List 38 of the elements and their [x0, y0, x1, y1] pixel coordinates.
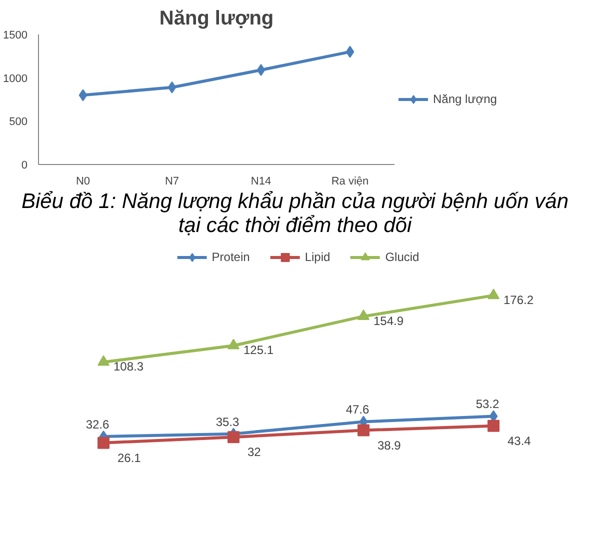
- data-label: 43.4: [508, 434, 532, 448]
- y-tick-label: 500: [9, 116, 28, 128]
- y-tick-label: 0: [21, 160, 28, 172]
- data-label: 176.2: [504, 293, 534, 308]
- x-tick-label: Ra viện: [331, 176, 369, 188]
- x-tick-label: N14: [250, 176, 272, 188]
- data-label: 32.6: [86, 418, 110, 432]
- legend-label: Protein: [212, 250, 250, 264]
- point: [168, 81, 176, 94]
- x-tick-label: N0: [76, 176, 90, 188]
- point: [98, 356, 110, 366]
- y-tick-label: 1500: [3, 30, 28, 42]
- data-label: 47.6: [346, 403, 370, 418]
- point: [488, 288, 500, 300]
- data-label: 53.2: [476, 398, 500, 412]
- data-label: 108.3: [114, 360, 144, 374]
- legend-label: Năng lượng: [433, 92, 497, 106]
- data-label: 38.9: [378, 438, 402, 453]
- y-tick-label: 1000: [3, 72, 28, 85]
- chart-title: Năng lượng: [159, 8, 274, 30]
- data-label: 125.1: [244, 343, 274, 358]
- point: [346, 46, 354, 58]
- data-label: 26.1: [118, 451, 142, 466]
- x-tick-label: N7: [164, 176, 180, 188]
- data-label: 35.3: [216, 415, 240, 430]
- point: [256, 64, 266, 76]
- point: [228, 431, 240, 444]
- point: [228, 339, 240, 350]
- point: [78, 89, 88, 102]
- text: Biểu đồ 1: Năng lượng khẩu phần của người bệnh uốn ván tại các thời điểm theo dõi: [20, 190, 570, 238]
- point: [358, 424, 370, 437]
- legend-label: Lipid: [304, 250, 330, 264]
- point: [98, 437, 110, 450]
- data-label: 154.9: [374, 314, 404, 328]
- data-label: 32: [248, 445, 262, 460]
- point: [358, 310, 370, 320]
- legend-label: Glucid: [385, 250, 420, 264]
- point: [488, 420, 500, 432]
